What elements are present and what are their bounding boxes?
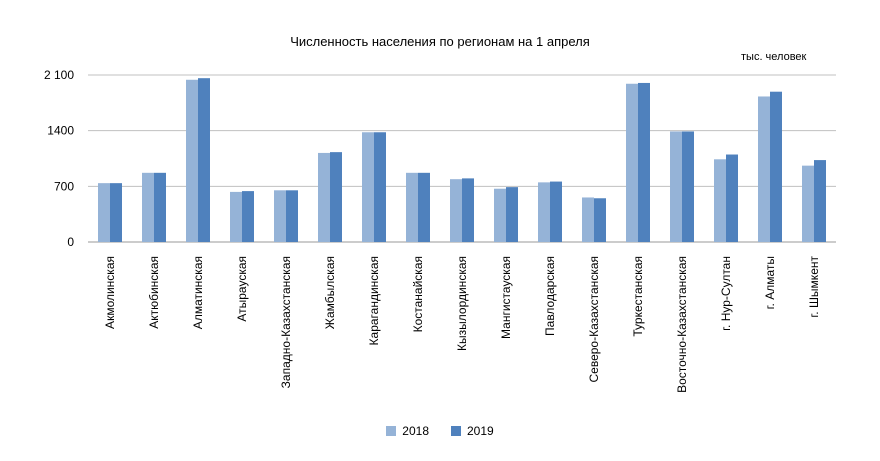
bar-2018 bbox=[186, 80, 198, 242]
bar-2019 bbox=[154, 173, 166, 242]
bar-2018 bbox=[274, 190, 286, 242]
legend-item-2019: 2019 bbox=[451, 424, 494, 438]
legend-label-2019: 2019 bbox=[467, 424, 494, 438]
bar-2018 bbox=[318, 153, 330, 242]
bar-2019 bbox=[726, 155, 738, 242]
bar-2018 bbox=[494, 189, 506, 242]
x-tick-label: Акмолинская bbox=[103, 256, 117, 329]
bar-2019 bbox=[330, 152, 342, 242]
x-tick-label: Карагандинская bbox=[367, 256, 381, 345]
bar-2018 bbox=[230, 192, 242, 242]
x-tick-label: Алматинская bbox=[191, 256, 205, 329]
bar-2018 bbox=[450, 179, 462, 242]
x-tick-label: Атырауская bbox=[235, 256, 249, 322]
legend-label-2018: 2018 bbox=[402, 424, 429, 438]
legend-swatch-2019 bbox=[451, 426, 461, 436]
bar-2019 bbox=[198, 78, 210, 242]
bar-2018 bbox=[758, 96, 770, 242]
y-tick-label: 700 bbox=[54, 179, 74, 193]
x-tick-label: Костанайская bbox=[411, 256, 425, 332]
bar-2019 bbox=[110, 183, 122, 242]
y-tick-label: 2 100 bbox=[44, 68, 74, 82]
x-tick-label: Павлодарская bbox=[543, 256, 557, 336]
x-tick-label: г. Шымкент bbox=[807, 256, 821, 318]
bar-2018 bbox=[98, 183, 110, 242]
y-tick-label: 1400 bbox=[47, 124, 74, 138]
x-tick-label: Туркестанская bbox=[631, 256, 645, 337]
bar-2019 bbox=[286, 190, 298, 242]
bar-2019 bbox=[506, 187, 518, 242]
bar-2018 bbox=[670, 131, 682, 242]
x-tick-label: Жамбылская bbox=[323, 256, 337, 329]
bar-2019 bbox=[770, 92, 782, 242]
bar-2019 bbox=[242, 191, 254, 242]
bar-2018 bbox=[626, 84, 638, 242]
x-tick-label: Северо-Казахстанская bbox=[587, 256, 601, 383]
bar-2019 bbox=[682, 131, 694, 242]
bar-2018 bbox=[582, 197, 594, 242]
legend-item-2018: 2018 bbox=[386, 424, 429, 438]
x-tick-label: Кызылординская bbox=[455, 256, 469, 351]
bar-2019 bbox=[594, 198, 606, 242]
x-tick-label: г. Алматы bbox=[763, 256, 777, 309]
bar-2019 bbox=[638, 83, 650, 242]
bar-2018 bbox=[802, 166, 814, 242]
bar-2019 bbox=[418, 173, 430, 242]
x-tick-label: г. Нур-Султан bbox=[719, 256, 733, 331]
bar-2019 bbox=[374, 132, 386, 242]
bar-2019 bbox=[462, 178, 474, 242]
x-tick-label: Восточно-Казахстанская bbox=[675, 256, 689, 393]
bar-2019 bbox=[550, 182, 562, 242]
x-tick-label: Актюбинская bbox=[147, 256, 161, 329]
x-tick-label: Западно-Казахстанская bbox=[279, 256, 293, 388]
legend: 2018 2019 bbox=[0, 424, 880, 438]
legend-swatch-2018 bbox=[386, 426, 396, 436]
bar-2019 bbox=[814, 160, 826, 242]
x-tick-label: Мангистауская bbox=[499, 256, 513, 339]
bar-2018 bbox=[362, 132, 374, 242]
bar-2018 bbox=[406, 173, 418, 242]
y-tick-label: 0 bbox=[67, 235, 74, 249]
bar-2018 bbox=[142, 173, 154, 242]
bar-2018 bbox=[538, 182, 550, 242]
bar-2018 bbox=[714, 159, 726, 242]
